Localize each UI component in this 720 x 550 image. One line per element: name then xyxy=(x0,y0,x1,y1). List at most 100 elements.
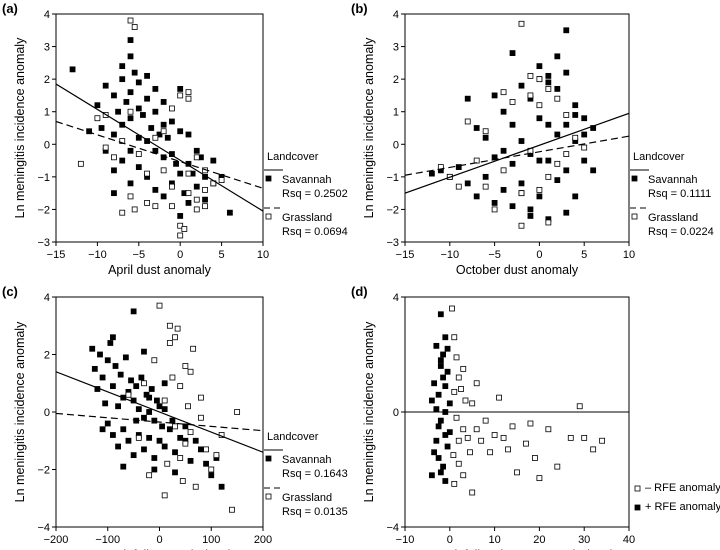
panel-d-y-tick-label: 4 xyxy=(393,292,399,304)
panel-c-point-filled xyxy=(197,446,204,453)
panel-d-legend-label-1: + RFE anomaly xyxy=(645,501,720,513)
panel-b-y-tick-label: −3 xyxy=(386,237,399,249)
panel-a-point-open xyxy=(185,89,192,96)
panel-b-point-filled xyxy=(509,203,516,210)
panel-d-point-open xyxy=(451,334,458,341)
panel-b-point-filled xyxy=(500,108,507,115)
panel-c-point-filled xyxy=(203,460,209,467)
panel-a-fit-line-savannah xyxy=(56,83,263,212)
panel-d-point-filled xyxy=(428,472,435,479)
panel-a-point-filled xyxy=(185,131,192,138)
panel-b-point-filled xyxy=(563,121,570,128)
panel-b-point-filled xyxy=(545,121,552,128)
panel-c-point-filled xyxy=(166,426,173,433)
panel-c-point-filled xyxy=(159,423,165,430)
panel-c-x-tick-label: −100 xyxy=(95,534,120,546)
panel-d-point-open xyxy=(482,417,489,424)
panel-a-point-filled xyxy=(185,200,192,206)
panel-d-point-open xyxy=(509,423,516,430)
panel-a-y-tick-label: 2 xyxy=(44,74,50,86)
panel-c-legend-rsq-savannah: Rsq = 0.1643 xyxy=(282,468,348,480)
panel-a-y-tick-label: 4 xyxy=(44,9,50,21)
panel-c-point-filled xyxy=(120,463,127,470)
panel-b-point-filled xyxy=(473,125,480,131)
panel-b-point-open xyxy=(518,222,525,229)
panel-b-fit-line-grassland xyxy=(405,135,629,176)
panel-b-point-filled xyxy=(455,164,462,170)
panel-c-point-filled xyxy=(112,363,119,369)
panel-a-point-filled xyxy=(177,128,184,135)
panel-d-point-open xyxy=(554,463,561,470)
panel-a-point-filled xyxy=(160,121,167,128)
panel-b-point-open xyxy=(518,190,525,197)
panel-b-y-axis-label: Ln meningitis incidence anomaly xyxy=(362,37,376,218)
panel-b-y-tick-label: 3 xyxy=(393,42,399,54)
panel-b-point-filled xyxy=(581,157,588,164)
panel-c-point-filled xyxy=(97,351,103,358)
panel-c-point-filled xyxy=(156,403,163,410)
panel-d-x-axis-label: Jan rainfall estimate anomaly (mm) xyxy=(420,548,615,550)
panel-a-point-filled xyxy=(144,95,150,102)
panel-c-point-open xyxy=(187,368,194,375)
panel-c-legend-rsq-grassland: Rsq = 0.0135 xyxy=(282,506,348,518)
panel-b-point-filled xyxy=(428,170,435,177)
panel-c-point-filled xyxy=(151,455,158,461)
panel-a-point-filled xyxy=(210,157,217,164)
panel-a-point-filled xyxy=(127,147,134,154)
panel-b-point-filled xyxy=(518,138,525,144)
panel-b-point-open xyxy=(536,102,543,109)
panel-c-point-open xyxy=(208,466,215,473)
panel-c-point-filled xyxy=(110,334,116,341)
panel-a-x-tick-label: 5 xyxy=(219,249,225,261)
panel-d-point-open xyxy=(523,440,529,447)
panel-d-point-filled xyxy=(435,391,442,398)
panel-d-point-filled xyxy=(433,406,440,413)
panel-d-point-filled xyxy=(437,311,444,318)
panel-c-point-open xyxy=(174,325,181,332)
panel-d-point-filled xyxy=(442,409,449,415)
panel-d-point-open xyxy=(496,394,502,401)
panel-c-y-tick-label: 4 xyxy=(44,292,50,304)
panel-b-point-open xyxy=(554,160,561,167)
panel-a-point-open xyxy=(127,193,134,200)
panel-a-point-open xyxy=(160,128,167,135)
panel-b-y-tick-label: −1 xyxy=(386,172,399,184)
panel-b-x-tick-label: −10 xyxy=(440,249,459,261)
panel-b-point-open xyxy=(482,183,489,190)
panel-d-legend-marker-0 xyxy=(634,485,641,492)
panel-c-point-open xyxy=(187,429,194,436)
panel-a-plot-frame xyxy=(55,13,264,243)
panel-d-point-open xyxy=(469,489,476,496)
panel-b-point-open xyxy=(581,144,588,151)
panel-b-point-open xyxy=(545,219,552,226)
panel-d-x-tick-label: 30 xyxy=(578,534,590,546)
panel-b-point-open xyxy=(518,20,525,27)
panel-b-plot-area xyxy=(405,20,629,229)
panel-c-point-open xyxy=(190,345,197,352)
panel-c-point-filled xyxy=(182,423,189,430)
panel-c-point-open xyxy=(179,478,186,484)
panel-a-point-filled xyxy=(98,125,105,131)
panel-d-point-open xyxy=(473,380,480,387)
panel-c-point-open xyxy=(172,423,178,430)
panel-a-y-axis-label: Ln meningitis incidence anomaly xyxy=(13,37,27,218)
panel-a-point-open xyxy=(193,206,200,213)
panel-d-point-open xyxy=(460,472,467,479)
panel-b-point-filled xyxy=(554,86,561,92)
panel-a-point-open xyxy=(185,170,192,177)
panel-b-point-filled xyxy=(536,157,543,164)
panel-b-point-filled xyxy=(482,173,489,180)
panel-c-point-filled xyxy=(122,354,129,361)
panel-d-point-open xyxy=(451,388,458,395)
panel-b-point-filled xyxy=(491,200,498,206)
panel-d-point-open xyxy=(473,426,480,433)
panel-a-point-filled xyxy=(127,37,134,43)
panel-d-point-filled xyxy=(431,380,438,387)
panel-d-point-open xyxy=(527,420,534,427)
panel-a-point-filled xyxy=(127,53,134,60)
panel-c-point-open xyxy=(182,440,189,447)
panel-b-legend-title: Landcover xyxy=(633,151,685,163)
panel-d-panel-label: (d) xyxy=(351,284,368,299)
panel-d-point-open xyxy=(451,480,458,487)
